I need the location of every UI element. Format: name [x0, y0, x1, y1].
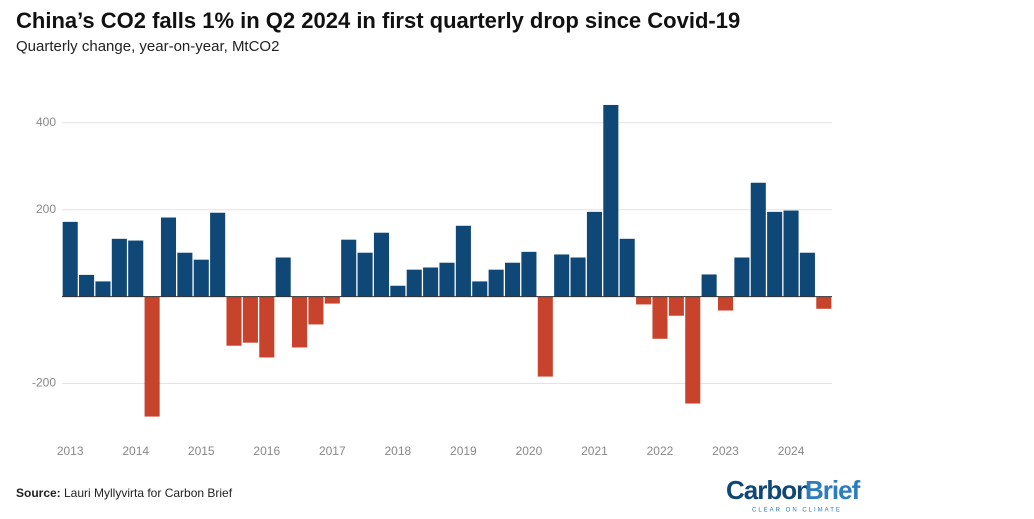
chart-subtitle: Quarterly change, year-on-year, MtCO2 — [16, 38, 279, 55]
x-tick-label: 2018 — [384, 444, 411, 458]
bar — [504, 262, 521, 297]
bar — [636, 296, 652, 305]
bar — [390, 285, 406, 297]
x-tick-label: 2022 — [647, 444, 674, 458]
bar — [570, 257, 586, 297]
logo-second: Brief — [805, 475, 861, 505]
bar — [439, 262, 455, 297]
bar — [472, 281, 488, 297]
y-tick-label: -200 — [32, 376, 56, 390]
x-tick-label: 2015 — [188, 444, 215, 458]
x-tick-label: 2016 — [253, 444, 280, 458]
x-tick-label: 2017 — [319, 444, 346, 458]
bar — [668, 296, 684, 316]
logo-tagline: CLEAR ON CLIMATE — [752, 508, 842, 514]
bar — [799, 252, 815, 297]
bar — [62, 221, 78, 297]
bar — [275, 257, 291, 297]
bar — [816, 296, 832, 309]
bar — [685, 296, 701, 404]
bar — [750, 182, 766, 297]
bar — [324, 296, 340, 304]
bar — [521, 251, 537, 297]
bar — [701, 274, 717, 297]
y-tick-label: 200 — [36, 202, 56, 216]
bar — [586, 211, 602, 297]
bar — [734, 257, 750, 297]
bar — [193, 259, 209, 297]
y-tick-label: 400 — [36, 115, 56, 129]
logo-first: Carbon — [726, 475, 811, 505]
bar — [488, 269, 504, 297]
x-tick-label: 2021 — [581, 444, 608, 458]
bar — [603, 104, 619, 297]
bar — [652, 296, 668, 339]
x-tick-label: 2020 — [516, 444, 543, 458]
source-label: Source: — [16, 486, 61, 500]
bar — [341, 239, 357, 297]
bar — [357, 252, 373, 297]
bar — [259, 296, 275, 358]
bar — [128, 240, 144, 297]
x-tick-label: 2023 — [712, 444, 739, 458]
chart-title: China’s CO2 falls 1% in Q2 2024 in first… — [16, 8, 740, 33]
bar — [783, 210, 799, 297]
bar — [717, 296, 734, 311]
bar — [210, 212, 226, 297]
bar — [537, 296, 553, 377]
bar — [160, 217, 177, 297]
bar — [177, 252, 193, 297]
x-tick-label: 2013 — [57, 444, 84, 458]
x-tick-label: 2019 — [450, 444, 477, 458]
x-tick-label: 2014 — [122, 444, 149, 458]
bar — [373, 232, 390, 297]
bar — [767, 211, 783, 297]
bar — [292, 296, 308, 348]
bar — [308, 296, 324, 325]
bar — [242, 296, 258, 343]
bar — [95, 281, 111, 297]
x-tick-label: 2024 — [778, 444, 805, 458]
bar — [619, 238, 635, 297]
bar — [226, 296, 242, 346]
bar — [406, 269, 422, 297]
bar — [144, 296, 160, 417]
bar — [423, 267, 439, 297]
bar — [111, 238, 127, 297]
source: Lauri Myllyvirta for Carbon Brief — [64, 486, 233, 500]
bar — [79, 274, 95, 297]
bar — [455, 225, 471, 297]
bar — [554, 254, 570, 297]
